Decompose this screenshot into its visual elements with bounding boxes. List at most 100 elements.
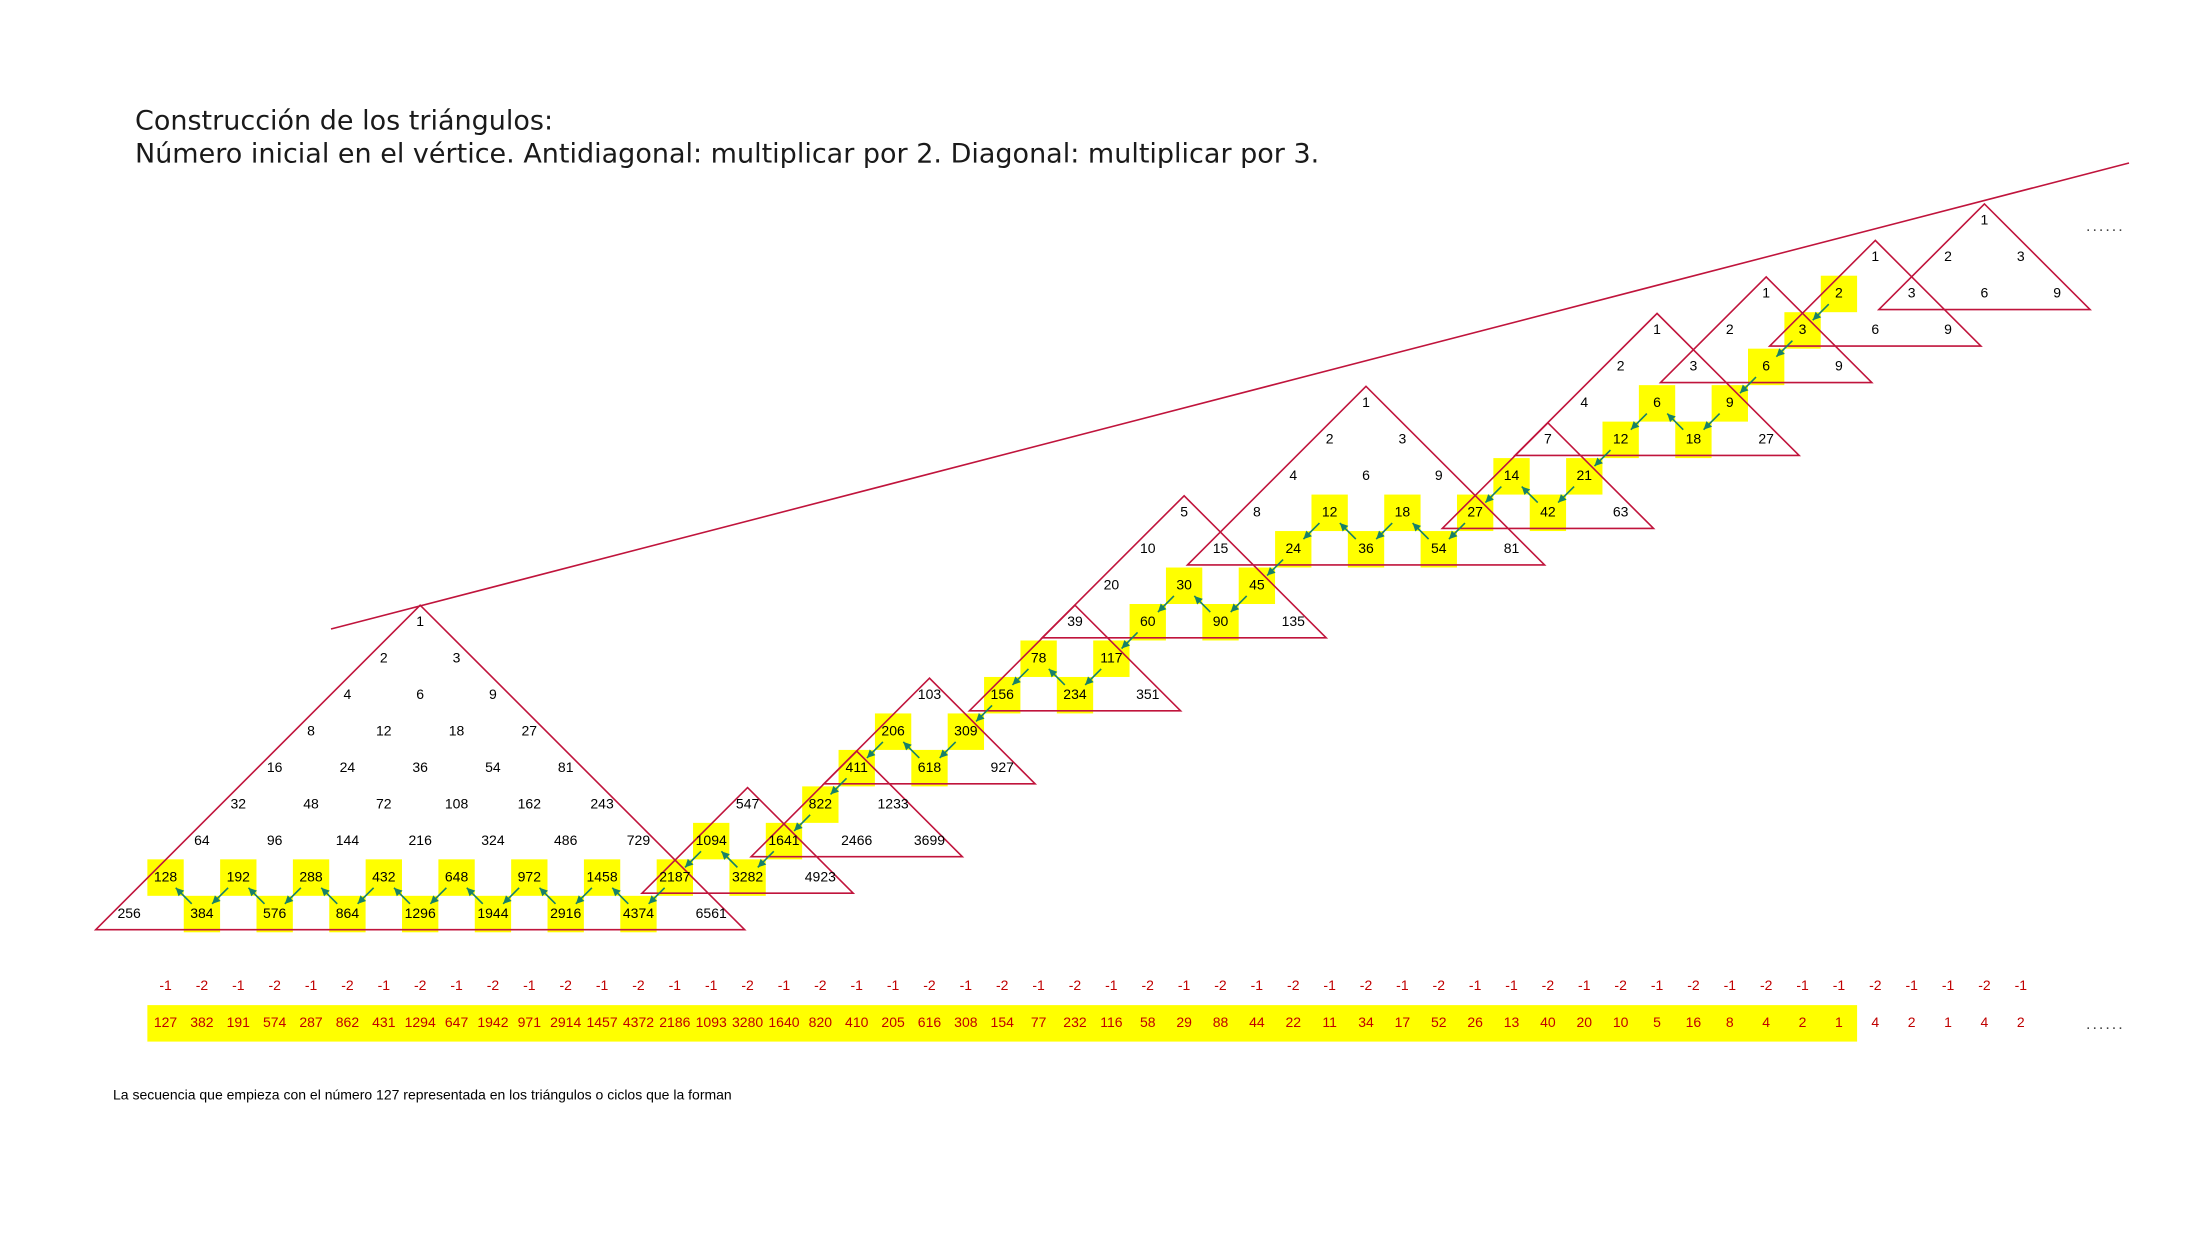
difference: -1 [1469,977,1482,993]
cell-number: 45 [1249,576,1265,592]
sequence-value: 232 [1063,1014,1087,1030]
arrow-head [1521,486,1531,496]
arrow-head [1739,384,1749,394]
cell-number: 135 [1282,613,1306,629]
arrow-head [1194,595,1203,605]
arrow-head [1376,530,1385,540]
sequence-value: 1457 [586,1014,617,1030]
cell-number: 12 [1613,431,1629,447]
difference: -1 [450,977,463,993]
difference: -1 [778,977,791,993]
difference: -2 [923,977,936,993]
difference: -1 [1578,977,1591,993]
cell-number: 576 [263,905,287,921]
difference: -1 [1651,977,1664,993]
difference: -2 [632,977,645,993]
cell-number: 3 [453,649,461,665]
triangle-outline [1767,239,1983,347]
cell-number: 4 [1289,467,1297,483]
arrow-head [212,895,221,904]
triangle-outline [749,749,965,858]
cell-number: 32 [231,795,247,811]
sequence-highlight [147,1005,1858,1042]
triangle-outline [1440,421,1656,530]
sequence-value: 116 [1100,1014,1123,1030]
sequence-value: 8 [1726,1014,1734,1030]
envelope-line [330,162,2130,630]
sequence-value: 154 [991,1014,1015,1030]
sequence-value: 3280 [732,1014,763,1030]
arrow-head [357,895,367,904]
cell-number: 144 [336,832,360,848]
cell-number: 3 [1799,321,1807,337]
sequence-value: 13 [1504,1014,1520,1030]
cell-number: 1094 [696,832,727,848]
arrow-head [1121,640,1131,649]
difference: -1 [1905,977,1918,993]
cell-number: 18 [1686,431,1702,447]
difference: -1 [669,977,682,993]
arrow-head [248,887,257,897]
arrow-head [1594,457,1603,467]
difference: -2 [341,977,354,993]
arrow-head [1012,676,1021,685]
cell-number: 6 [416,686,424,702]
difference: -2 [1360,977,1373,993]
sequence-value: 17 [1395,1014,1411,1030]
cell-number: 81 [1504,540,1520,556]
sequence-value: 820 [809,1014,833,1030]
cell-number: 4 [1580,394,1588,410]
cell-number: 24 [340,759,356,775]
cell-number: 547 [736,795,760,811]
cell-number: 432 [372,868,396,884]
difference: -1 [523,977,536,993]
cell-number: 3 [1398,431,1406,447]
arrow-head [466,887,476,897]
cell-number: 12 [376,722,392,738]
cell-number: 1233 [878,795,909,811]
sequence-value: 2914 [550,1014,581,1030]
cell-number: 1 [1362,394,1370,410]
cell-number: 54 [1431,540,1447,556]
cell-number: 63 [1613,504,1629,520]
arrow-head [1267,567,1276,576]
arrow-head [1812,311,1822,321]
cell-number: 156 [991,686,1015,702]
difference: -1 [960,977,973,993]
difference: -2 [741,977,754,993]
cell-number: 411 [846,759,869,775]
arrow-head [1485,494,1494,503]
arrow-head [1448,530,1458,540]
difference: -2 [268,977,281,993]
difference: -1 [887,977,900,993]
arrow-head [1776,348,1785,357]
difference: -2 [1069,977,1082,993]
arrow-head [1157,603,1167,613]
difference: -2 [1142,977,1155,993]
sequence-value: 1 [1835,1014,1843,1030]
cell-number: 1641 [768,832,799,848]
cell-number: 27 [1758,431,1774,447]
cell-number: 42 [1540,504,1556,520]
cell-number: 9 [1944,321,1952,337]
sequence-value: 88 [1213,1014,1229,1030]
arrow-head [612,887,621,897]
cell-number: 4923 [805,868,836,884]
cell-number: 309 [954,722,978,738]
sequence-value: 29 [1176,1014,1192,1030]
arrow-head [1667,413,1676,423]
triangle-outline [1040,494,1329,639]
difference: -2 [1214,977,1227,993]
difference: -1 [232,977,245,993]
sequence-value: 40 [1540,1014,1556,1030]
arrow-head [1230,603,1240,613]
cell-number: 16 [267,759,283,775]
triangle-outline [640,786,856,895]
cycle-value: 2 [1908,1014,1916,1030]
sequence-value: 1093 [696,1014,727,1030]
difference: -2 [814,977,827,993]
caption: La secuencia que empieza con el número 1… [113,1087,732,1103]
cell-number: 2466 [841,832,872,848]
cycle-value: 2 [2017,1014,2025,1030]
cell-number: 2 [380,649,388,665]
